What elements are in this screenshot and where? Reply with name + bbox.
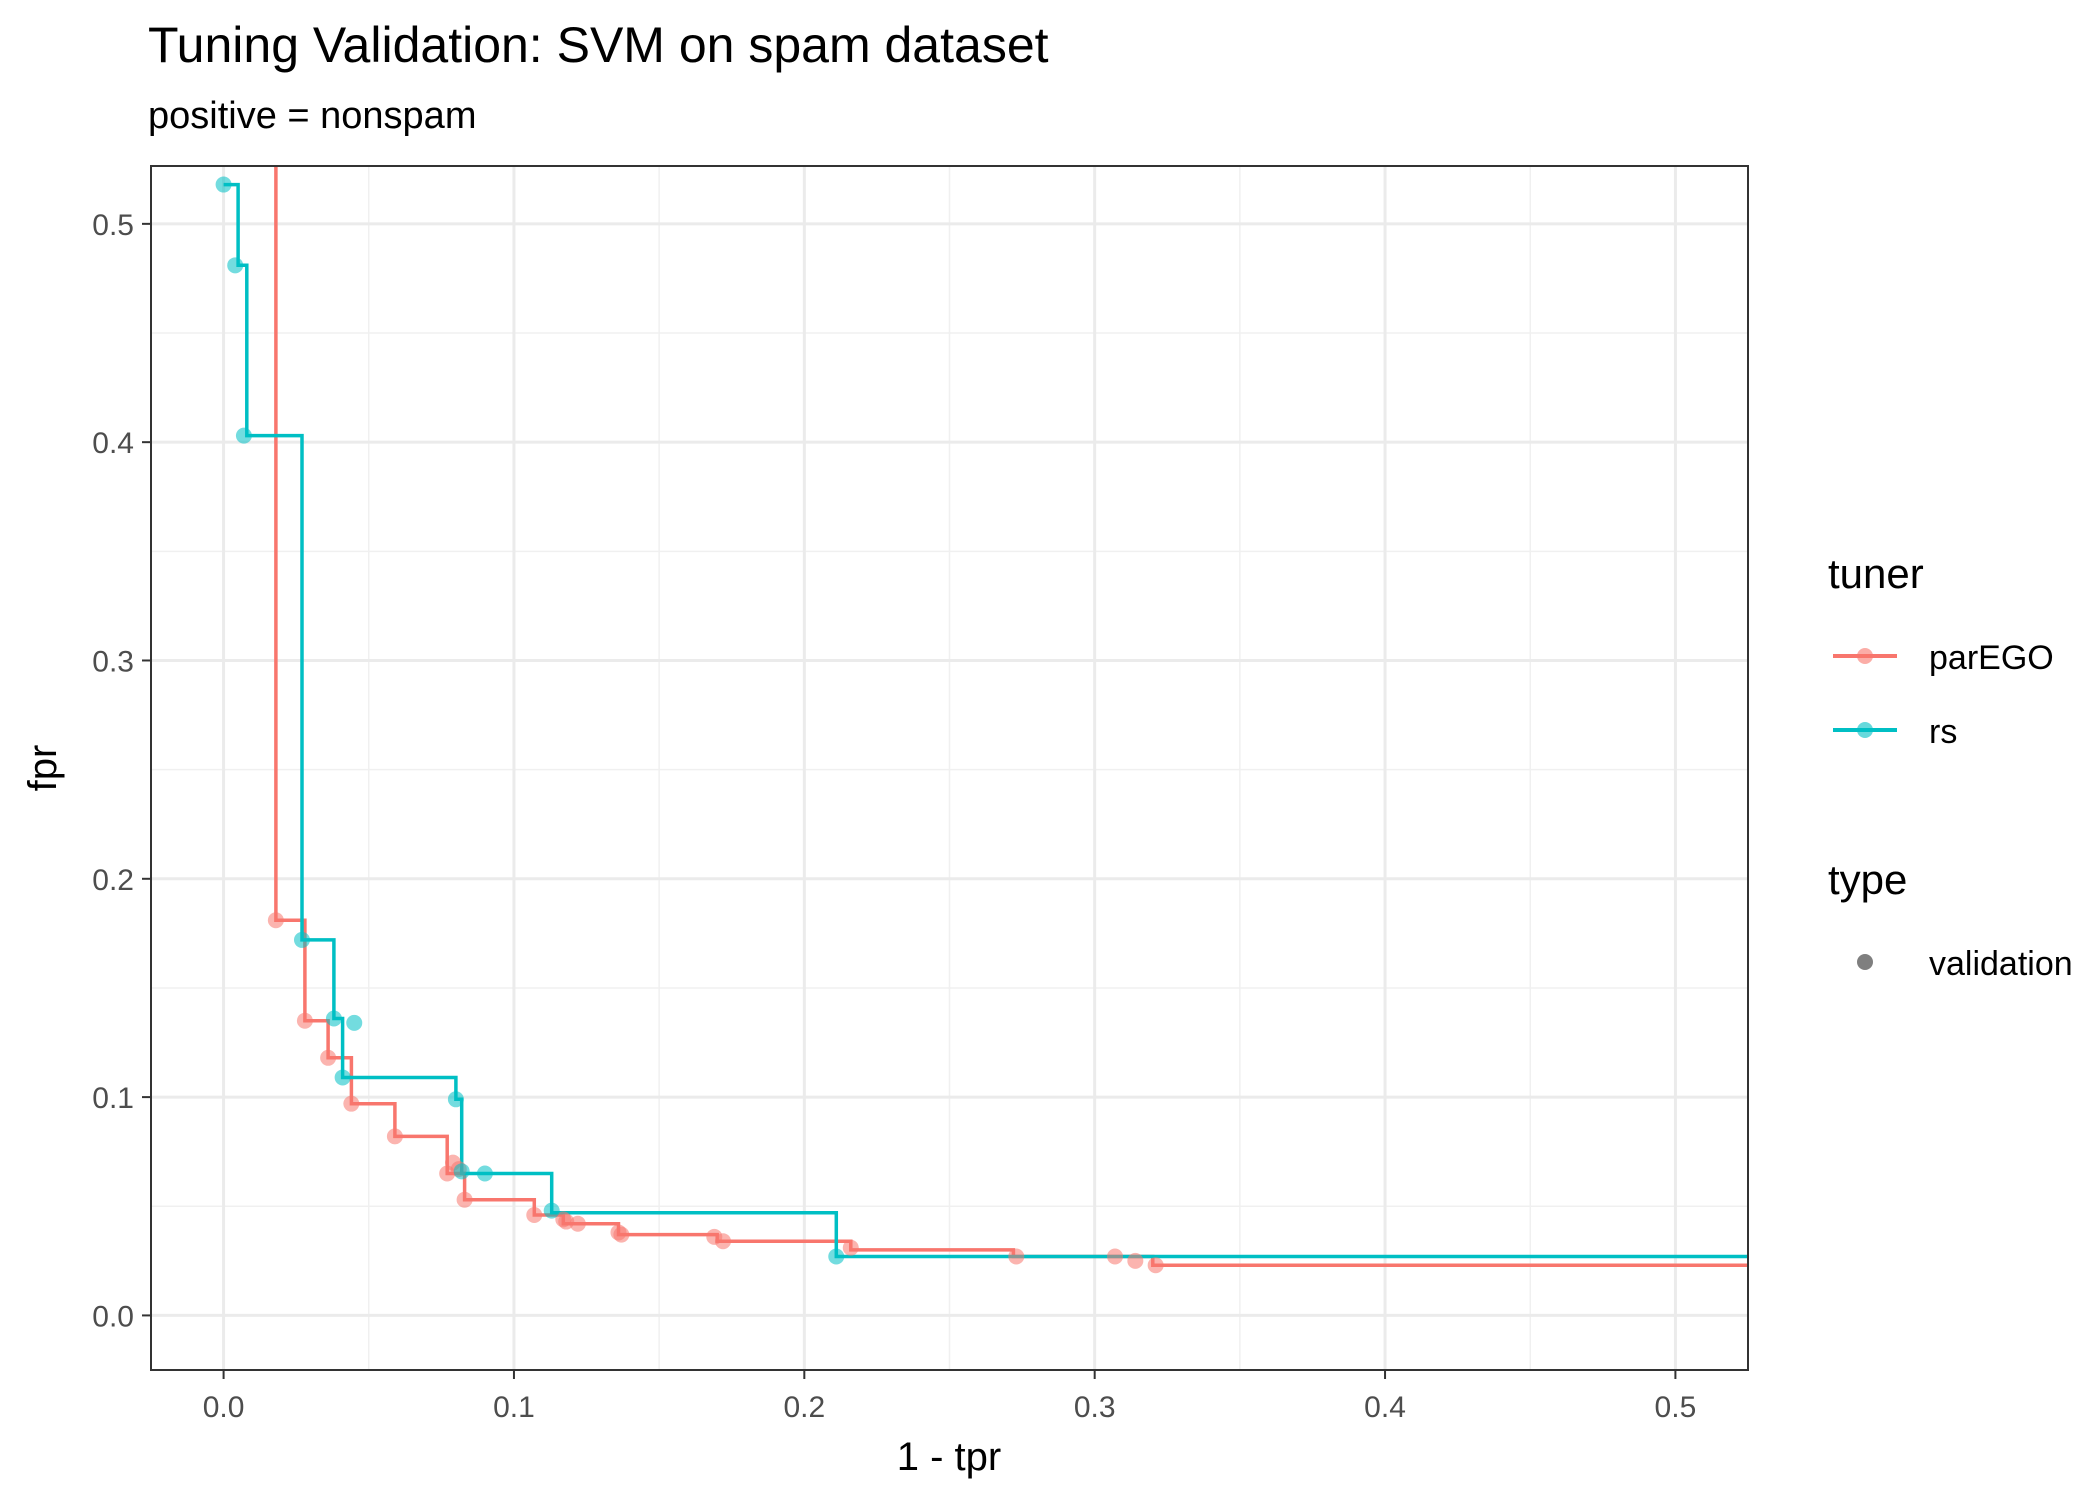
x-tick-label: 0.0: [203, 1391, 245, 1424]
legend: tuner parEGO rs type validation: [1828, 550, 2073, 983]
rs-point: [334, 1069, 351, 1086]
parego-point: [343, 1095, 360, 1112]
rs-point: [828, 1248, 845, 1265]
rs-point: [325, 1010, 342, 1027]
rs-point: [215, 176, 232, 193]
legend-rs-dot: [1857, 722, 1873, 738]
y-axis-label: fpr: [21, 745, 65, 792]
parego-point: [267, 912, 284, 929]
rs-point: [346, 1014, 363, 1031]
legend-validation-label: validation: [1929, 945, 2073, 983]
legend-item-parego: parEGO: [1833, 639, 2054, 677]
legend-item-rs: rs: [1833, 713, 1957, 751]
chart-title: Tuning Validation: SVM on spam dataset: [148, 17, 1049, 73]
y-tick-label: 0.3: [92, 645, 134, 678]
axis-layer: 0.0 0.1 0.2 0.3 0.4 0.5 0.0 0.1 0.2 0.3 0.4 0.5: [92, 209, 1696, 1424]
plot-border: [150, 165, 1749, 1371]
x-axis-label: 1 - tpr: [897, 1435, 1001, 1479]
parego-point: [1008, 1248, 1025, 1265]
parego-point: [613, 1226, 630, 1243]
legend-tuner-title: tuner: [1828, 550, 1924, 597]
parego-point: [715, 1233, 732, 1250]
parego-point: [456, 1191, 473, 1208]
x-tick-label: 0.1: [493, 1391, 535, 1424]
y-tick-label: 0.5: [92, 209, 134, 242]
rs-point: [447, 1091, 464, 1108]
y-tick-label: 0.4: [92, 427, 134, 460]
rs-point: [543, 1202, 560, 1219]
parego-point: [526, 1206, 543, 1223]
parego-point: [1107, 1248, 1124, 1265]
parego-point: [1147, 1257, 1164, 1274]
parego-point: [320, 1049, 337, 1066]
legend-parego-label: parEGO: [1929, 639, 2054, 677]
grid-layer: [151, 166, 1748, 1370]
parego-point: [569, 1215, 586, 1232]
rs-point: [293, 931, 310, 948]
rs-point: [453, 1163, 470, 1180]
legend-parego-dot: [1857, 648, 1873, 664]
legend-rs-label: rs: [1929, 713, 1957, 751]
parego-point: [296, 1012, 313, 1029]
parego-front-line: [274, 166, 1748, 1267]
x-tick-label: 0.2: [783, 1391, 825, 1424]
rs-point: [227, 257, 244, 274]
x-tick-label: 0.5: [1655, 1391, 1697, 1424]
y-tick-label: 0.1: [92, 1082, 134, 1115]
parego-point: [386, 1128, 403, 1145]
legend-item-validation: validation: [1857, 945, 2073, 983]
x-tick-label: 0.4: [1364, 1391, 1406, 1424]
chart-subtitle: positive = nonspam: [148, 95, 476, 137]
parego-point: [1127, 1252, 1144, 1269]
y-tick-label: 0.0: [92, 1300, 134, 1333]
series-layer: [215, 166, 1748, 1274]
x-tick-label: 0.3: [1074, 1391, 1116, 1424]
parego-point: [842, 1239, 859, 1256]
legend-validation-dot: [1857, 954, 1873, 970]
y-tick-label: 0.2: [92, 864, 134, 897]
rs-point: [235, 427, 252, 444]
legend-type-title: type: [1828, 856, 1907, 903]
rs-point: [476, 1165, 493, 1182]
